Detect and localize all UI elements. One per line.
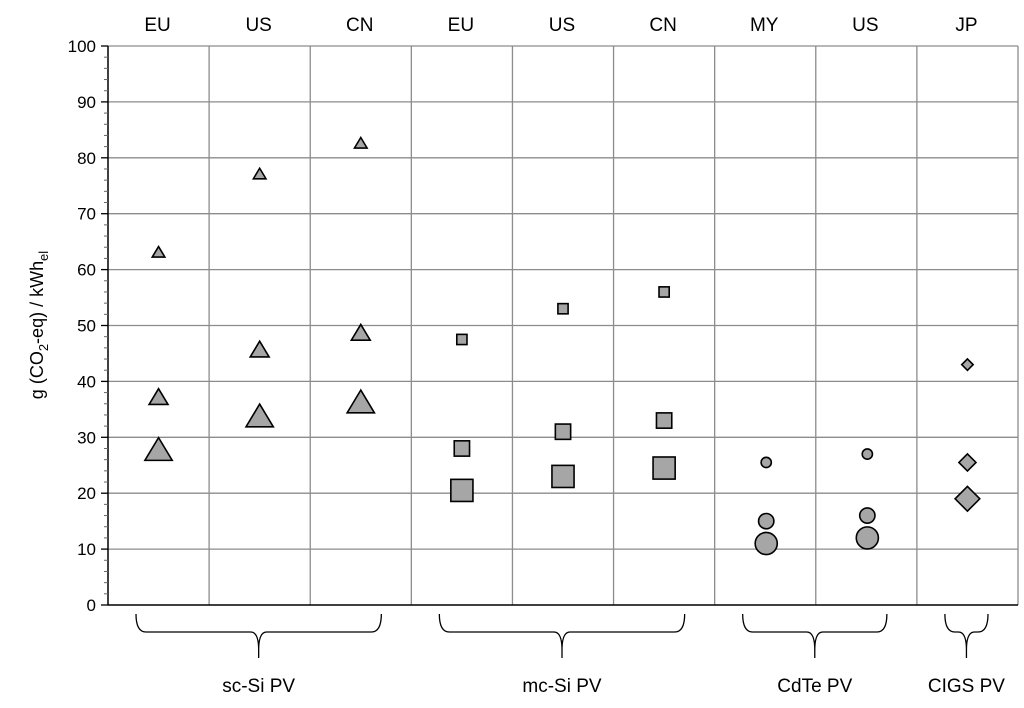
column-label: CN [649, 15, 676, 36]
group-brace [944, 613, 989, 658]
y-tick-label: 20 [77, 484, 96, 503]
data-point-circle [861, 448, 874, 460]
data-point-triangle [251, 166, 268, 180]
group-label: mc-Si PV [522, 676, 602, 697]
y-tick-label: 30 [77, 428, 96, 447]
data-point-triangle [150, 244, 167, 258]
group-label: CdTe PV [777, 676, 852, 697]
group-brace [438, 613, 686, 658]
data-point-diamond [960, 357, 975, 372]
column-label: US [245, 15, 271, 36]
column-label: JP [955, 15, 977, 36]
y-tick-label: 50 [77, 317, 96, 336]
data-point-square [557, 302, 569, 315]
group-brace [135, 613, 382, 658]
column-label: EU [144, 15, 170, 36]
data-point-triangle [349, 322, 372, 341]
data-point-circle [855, 526, 880, 550]
data-point-circle [754, 531, 779, 556]
y-tick-label: 60 [77, 261, 96, 280]
data-point-square [455, 333, 468, 346]
y-tick-label: 90 [77, 93, 96, 112]
data-point-triangle [345, 388, 376, 414]
data-point-square [551, 464, 575, 489]
data-point-square [554, 423, 572, 441]
marker-layer [143, 135, 981, 556]
column-label: MY [750, 15, 779, 36]
data-point-circle [858, 507, 876, 525]
y-tick-label: 0 [87, 596, 96, 615]
group-label: CIGS PV [928, 676, 1005, 697]
data-point-diamond [957, 452, 978, 473]
data-point-diamond [953, 485, 981, 513]
data-point-triangle [353, 135, 369, 149]
y-tick-label: 70 [77, 205, 96, 224]
data-point-square [450, 478, 474, 503]
column-label: US [852, 15, 878, 36]
y-axis-label: g (CO2-eq) / kWhel [27, 251, 51, 399]
y-tick-label: 40 [77, 372, 96, 391]
data-point-circle [760, 456, 773, 469]
label-layer: 0 10 20 30 40 50 60 70 80 90 100 EU US CN EU US CN MY US JP… [68, 15, 1006, 697]
grid-layer [108, 45, 1019, 605]
axis-layer [101, 45, 1018, 606]
column-label: EU [448, 15, 474, 36]
data-point-circle [757, 512, 775, 530]
y-tick-label: 100 [68, 37, 96, 56]
data-point-square [658, 286, 671, 298]
y-tick-label: 10 [77, 540, 96, 559]
data-point-triangle [248, 339, 271, 358]
data-point-square [652, 456, 676, 480]
y-tick-label: 80 [77, 149, 96, 168]
data-point-square [453, 440, 471, 457]
column-label: CN [346, 15, 373, 36]
data-point-triangle [147, 387, 170, 406]
data-point-square [655, 412, 673, 429]
data-point-triangle [143, 436, 174, 462]
data-point-triangle [244, 402, 275, 428]
group-brace [742, 613, 888, 658]
group-label: sc-Si PV [222, 676, 295, 697]
column-label: US [549, 15, 575, 36]
